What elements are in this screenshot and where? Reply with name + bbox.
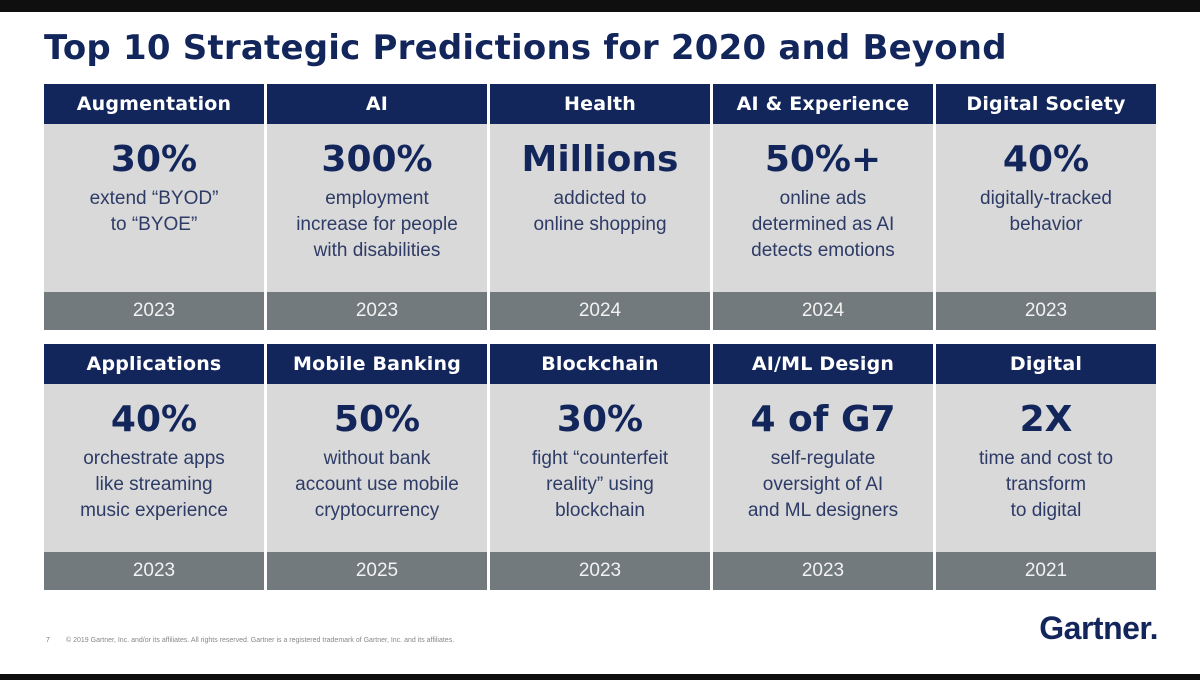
card-year: 2023 [44,292,264,330]
card-description: time and cost to transform to digital [978,448,1114,521]
prediction-card-mobile-banking: Mobile Banking 50% without bank account … [267,344,487,590]
card-stat: 40% [1002,139,1090,180]
card-year: 2024 [490,292,710,330]
prediction-card-ai-experience: AI & Experience 50%+ online ads determin… [713,84,933,330]
card-year: 2023 [713,552,933,590]
card-description: addicted to online shopping [533,188,667,235]
card-category: Augmentation [44,84,264,124]
card-body: 40% digitally-tracked behavior [936,124,1156,292]
logo-text: Gartner [1039,610,1150,646]
card-description: self-regulate oversight of AI and ML des… [747,448,899,521]
card-year: 2025 [267,552,487,590]
slide-title: Top 10 Strategic Predictions for 2020 an… [44,28,1007,68]
card-stat: 30% [556,399,644,440]
card-body: 300% employment increase for people with… [267,124,487,292]
prediction-card-ai: AI 300% employment increase for people w… [267,84,487,330]
card-body: 2X time and cost to transform to digital [936,384,1156,552]
top-border [0,0,1200,12]
card-stat: 2X [1019,399,1073,440]
card-category: AI & Experience [713,84,933,124]
card-category: AI/ML Design [713,344,933,384]
card-year: 2024 [713,292,933,330]
prediction-card-applications: Applications 40% orchestrate apps like s… [44,344,264,590]
card-body: Millions addicted to online shopping [490,124,710,292]
predictions-grid: Augmentation 30% extend “BYOD” to “BYOE”… [44,84,1156,590]
card-year: 2023 [44,552,264,590]
card-stat: 300% [321,139,433,180]
card-description: online ads determined as AI detects emot… [751,188,895,261]
card-year: 2021 [936,552,1156,590]
card-description: without bank account use mobile cryptocu… [295,448,459,521]
card-description: employment increase for people with disa… [296,188,458,261]
prediction-card-digital-society: Digital Society 40% digitally-tracked be… [936,84,1156,330]
card-description: extend “BYOD” to “BYOE” [89,188,219,235]
prediction-card-augmentation: Augmentation 30% extend “BYOD” to “BYOE”… [44,84,264,330]
card-body: 50% without bank account use mobile cryp… [267,384,487,552]
gartner-logo: Gartner. [1039,610,1158,647]
logo-mark: . [1149,610,1159,646]
bottom-border [0,674,1200,680]
card-year: 2023 [267,292,487,330]
card-body: 40% orchestrate apps like streaming musi… [44,384,264,552]
card-category: Applications [44,344,264,384]
card-year: 2023 [936,292,1156,330]
card-body: 4 of G7 self-regulate oversight of AI an… [713,384,933,552]
card-category: AI [267,84,487,124]
card-description: fight “counterfeit reality” using blockc… [531,448,669,521]
prediction-card-ai-ml-design: AI/ML Design 4 of G7 self-regulate overs… [713,344,933,590]
card-category: Blockchain [490,344,710,384]
prediction-card-digital: Digital 2X time and cost to transform to… [936,344,1156,590]
card-year: 2023 [490,552,710,590]
card-category: Digital [936,344,1156,384]
card-stat: Millions [521,139,679,180]
prediction-card-blockchain: Blockchain 30% fight “counterfeit realit… [490,344,710,590]
copyright-notice: © 2019 Gartner, Inc. and/or its affiliat… [66,637,455,644]
card-stat: 4 of G7 [750,399,896,440]
card-category: Health [490,84,710,124]
card-body: 30% extend “BYOD” to “BYOE” [44,124,264,292]
card-category: Digital Society [936,84,1156,124]
card-stat: 50% [333,399,421,440]
prediction-card-health: Health Millions addicted to online shopp… [490,84,710,330]
page-number: 7 [46,637,50,644]
card-body: 50%+ online ads determined as AI detects… [713,124,933,292]
card-stat: 40% [110,399,198,440]
card-description: orchestrate apps like streaming music ex… [80,448,228,521]
card-body: 30% fight “counterfeit reality” using bl… [490,384,710,552]
card-description: digitally-tracked behavior [980,188,1112,235]
card-stat: 30% [110,139,198,180]
card-stat: 50%+ [764,139,882,180]
card-category: Mobile Banking [267,344,487,384]
